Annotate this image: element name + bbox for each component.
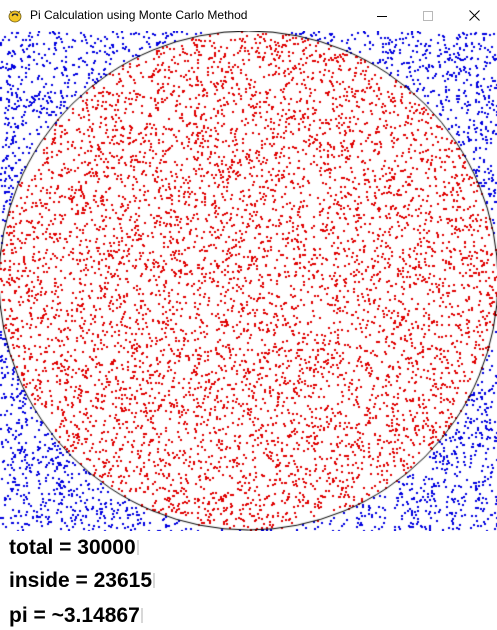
close-button[interactable] bbox=[451, 0, 497, 31]
text-cursor-mark bbox=[140, 608, 143, 623]
title-bar[interactable]: Pi Calculation using Monte Carlo Method bbox=[0, 0, 497, 31]
window-title: Pi Calculation using Monte Carlo Method bbox=[30, 8, 248, 22]
total-count-text: total = 30000 bbox=[9, 536, 136, 559]
pi-estimate-label: pi = ~3.14867 bbox=[9, 604, 143, 628]
inside-count-text: inside = 23615 bbox=[9, 569, 153, 592]
minimize-button[interactable] bbox=[359, 0, 405, 31]
inside-count-label: inside = 23615 bbox=[9, 569, 156, 593]
maximize-icon bbox=[423, 10, 433, 21]
pi-estimate-text: pi = ~3.14867 bbox=[9, 604, 140, 627]
text-cursor-mark bbox=[136, 540, 139, 555]
close-icon bbox=[468, 10, 480, 21]
text-cursor-mark bbox=[153, 573, 156, 588]
maximize-button[interactable] bbox=[405, 0, 451, 31]
total-count-label: total = 30000 bbox=[9, 536, 139, 560]
pygame-snake-icon bbox=[8, 10, 22, 23]
monte-carlo-scatter-plot bbox=[0, 31, 497, 531]
simulation-canvas-area: total = 30000 inside = 23615 pi = ~3.148… bbox=[0, 31, 497, 630]
minimize-icon bbox=[377, 15, 387, 17]
